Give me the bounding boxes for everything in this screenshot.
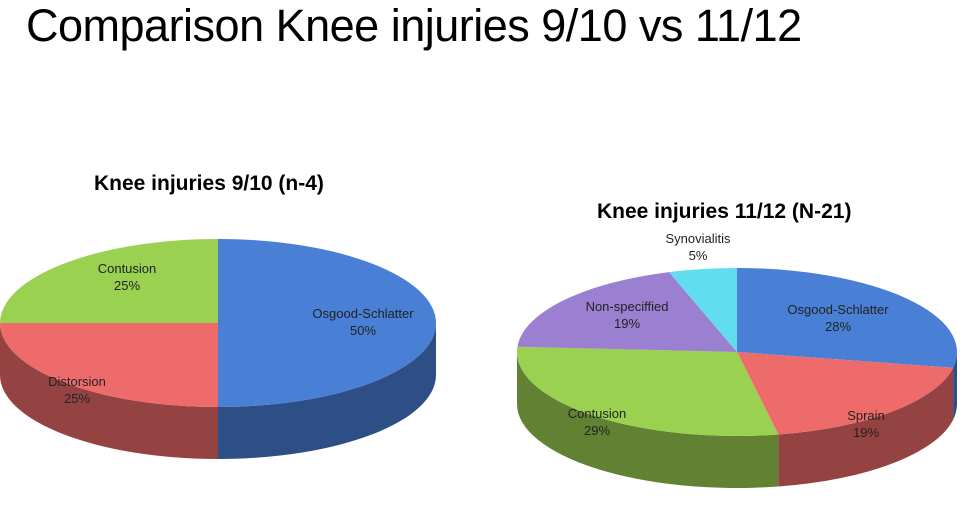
pie-slice — [737, 352, 954, 435]
slice-value-label: 5% — [689, 248, 708, 263]
slice-label: Osgood-Schlatter — [312, 306, 414, 321]
pie-chart-1: Osgood-Schlatter 50% Distorsion 25% Contusio… — [0, 239, 436, 459]
slice-value-label: 19% — [853, 425, 879, 440]
slice-value-label: 25% — [114, 278, 140, 293]
pie-slice — [517, 272, 737, 352]
chart-title: Knee injuries 9/10 (n-4) — [94, 172, 324, 195]
pie-slice — [669, 268, 737, 352]
slice-value-label: 25% — [64, 391, 90, 406]
slice-label: Non-speciffied — [586, 299, 669, 314]
page-title: Comparison Knee injuries 9/10 vs 11/12 — [26, 0, 802, 51]
pie-side-wall — [0, 323, 218, 459]
slice-label: Synovialitis — [665, 231, 731, 246]
pie-side-wall — [218, 323, 436, 459]
slice-value-label: 19% — [614, 316, 640, 331]
pie-side-wall — [517, 352, 779, 488]
slice-label: Osgood-Schlatter — [787, 302, 889, 317]
pie-slice — [0, 323, 218, 407]
pie-slice — [737, 268, 958, 368]
slice-value-label: 28% — [825, 319, 851, 334]
chart-title: Knee injuries 11/12 (N-21) — [597, 200, 852, 223]
pie-side-wall — [778, 367, 954, 487]
pie-side-wall — [953, 352, 957, 420]
slice-label: Contusion — [568, 406, 627, 421]
slice-value-label: 50% — [350, 323, 376, 338]
pie-slice — [0, 239, 218, 323]
slice-label: Sprain — [847, 408, 885, 423]
slice-label: Contusion — [98, 261, 157, 276]
slice-value-label: 29% — [584, 423, 610, 438]
pie-chart-2: Osgood-Schlatter 28% Sprain 19% Contusion 29%… — [517, 231, 958, 488]
pie-slice — [517, 346, 779, 436]
pie-slice — [218, 239, 436, 407]
slice-label: Distorsion — [48, 374, 106, 389]
